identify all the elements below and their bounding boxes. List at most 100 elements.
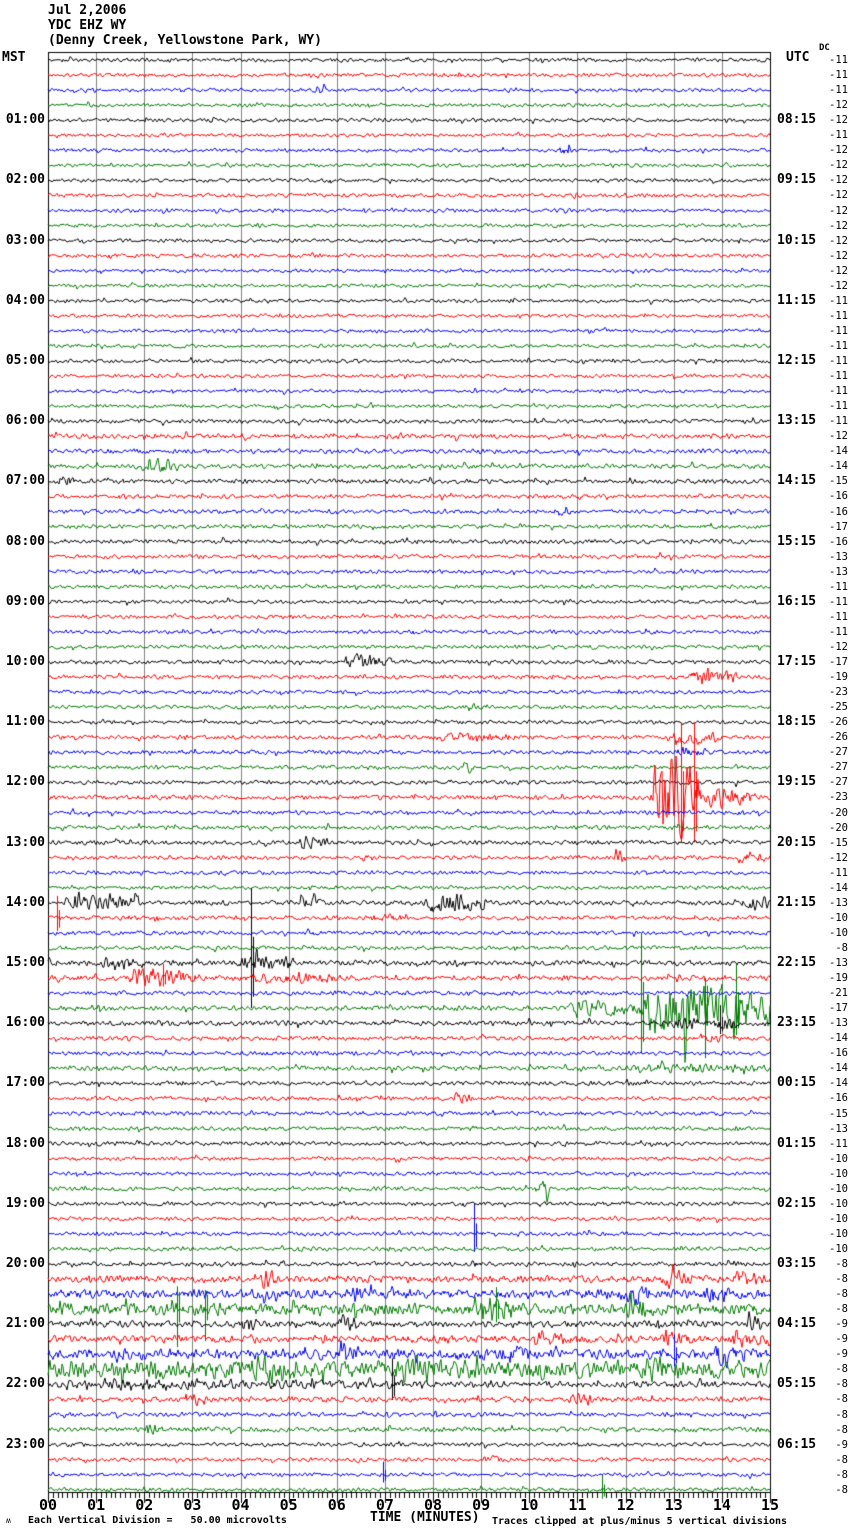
dc-offset-value: -11	[829, 580, 848, 593]
dc-offset-value: -19	[829, 972, 848, 985]
mst-hour-label: 16:00	[5, 1015, 45, 1031]
dc-offset-value: -11	[829, 129, 848, 142]
dc-column-header: DC	[819, 43, 830, 53]
mst-hour-label: 19:00	[5, 1195, 45, 1211]
mst-hour-label: 21:00	[5, 1316, 45, 1332]
dc-offset-value: -15	[829, 475, 848, 488]
utc-hour-label: 09:15	[777, 172, 817, 188]
dc-offset-value: -8	[835, 1483, 848, 1496]
dc-offset-value: -8	[835, 1363, 848, 1376]
dc-offset-value: -14	[829, 1062, 848, 1075]
x-axis-tick-label: 00	[38, 1496, 58, 1514]
x-axis-tick-label: 04	[231, 1496, 250, 1514]
dc-offset-value: -14	[829, 445, 848, 458]
dc-offset-value: -8	[835, 1453, 848, 1466]
x-axis-tick-label: 08	[424, 1496, 443, 1514]
footer-mark: ʍ	[6, 1516, 11, 1525]
x-axis-title: TIME (MINUTES)	[370, 1510, 480, 1525]
dc-offset-value: -11	[829, 309, 848, 322]
dc-offset-value: -8	[835, 1378, 848, 1391]
utc-hour-label: 04:15	[777, 1316, 817, 1332]
footer-division-note: Each Vertical Division = 50.00 microvolt…	[28, 1515, 287, 1526]
dc-offset-value: -12	[829, 99, 848, 112]
mst-hour-label: 14:00	[5, 894, 45, 910]
dc-offset-value: -9	[835, 1438, 848, 1451]
dc-offset-value: -13	[829, 550, 848, 563]
x-axis-tick-label: 03	[183, 1496, 202, 1514]
dc-offset-value: -8	[835, 1288, 848, 1301]
dc-offset-value: -14	[829, 460, 848, 473]
dc-offset-value: -16	[829, 1092, 848, 1105]
dc-offset-value: -11	[829, 54, 848, 66]
dc-offset-value: -8	[835, 1273, 848, 1286]
dc-offset-value: -8	[835, 1408, 848, 1421]
mst-hour-label: 11:00	[5, 714, 45, 730]
utc-hour-label: 18:15	[777, 714, 817, 730]
dc-offset-value: -11	[829, 866, 848, 879]
dc-offset-value: -12	[829, 189, 848, 202]
utc-hour-label: 23:15	[777, 1015, 817, 1031]
mst-hour-label: 06:00	[5, 413, 45, 429]
x-axis-tick-label: 11	[568, 1496, 587, 1514]
x-axis-tick-label: 15	[760, 1496, 780, 1514]
utc-hour-label: 17:15	[777, 654, 817, 669]
dc-offset-value: -12	[829, 264, 848, 277]
dc-offset-value: -11	[829, 385, 848, 398]
dc-offset-value: -12	[829, 159, 848, 172]
dc-offset-value: -16	[829, 505, 848, 518]
x-axis-tick-label: 05	[279, 1496, 298, 1514]
dc-offset-value: -23	[829, 791, 848, 804]
mst-hour-label: 10:00	[5, 654, 45, 669]
x-axis-tick-label: 02	[135, 1496, 154, 1514]
dc-offset-value: -20	[829, 806, 848, 819]
mst-hour-label: 15:00	[5, 955, 45, 970]
dc-offset-value: -26	[829, 731, 848, 744]
dc-offset-value: -27	[829, 746, 848, 759]
dc-offset-value: -11	[829, 294, 848, 307]
dc-offset-value: -12	[829, 851, 848, 864]
dc-offset-value: -12	[829, 219, 848, 232]
dc-offset-value: -10	[829, 1212, 848, 1225]
dc-offset-value: -17	[829, 656, 848, 668]
utc-hour-label: 13:15	[777, 413, 817, 429]
mst-hour-label: 05:00	[5, 353, 45, 368]
dc-offset-value: -9	[835, 1348, 848, 1361]
dc-offset-value: -10	[829, 926, 848, 939]
header-date: Jul 2,2006	[48, 3, 127, 18]
header-location: (Denny Creek, Yellowstone Park, WY)	[48, 33, 322, 48]
dc-offset-value: -10	[829, 1227, 848, 1240]
utc-hour-label: 20:15	[777, 834, 817, 850]
dc-offset-value: -8	[835, 941, 848, 954]
dc-offset-value: -8	[835, 1468, 848, 1481]
dc-offset-value: -11	[829, 625, 848, 638]
x-axis-tick-label: 14	[712, 1496, 731, 1514]
dc-offset-value: -12	[829, 640, 848, 653]
dc-offset-value: -10	[829, 1242, 848, 1255]
dc-offset-value: -17	[829, 520, 848, 533]
dc-offset-value: -13	[829, 1122, 848, 1135]
dc-offset-value: -11	[829, 355, 848, 367]
dc-offset-value: -13	[829, 957, 848, 969]
dc-offset-value: -11	[829, 1137, 848, 1150]
dc-offset-value: -10	[829, 1167, 848, 1180]
dc-offset-value: -17	[829, 1002, 848, 1015]
utc-hour-label: 00:15	[777, 1075, 817, 1091]
utc-hour-label: 08:15	[777, 112, 817, 128]
utc-hour-label: 03:15	[777, 1256, 817, 1271]
dc-offset-value: -14	[829, 1077, 848, 1090]
dc-offset-value: -11	[829, 610, 848, 623]
dc-offset-value: -12	[829, 144, 848, 157]
header-station: YDC EHZ WY	[48, 18, 127, 33]
dc-offset-value: -16	[829, 535, 848, 548]
x-axis-tick-label: 09	[472, 1496, 491, 1514]
mst-hour-label: 07:00	[5, 473, 45, 489]
dc-offset-value: -25	[829, 701, 848, 714]
dc-offset-value: -14	[829, 1032, 848, 1045]
dc-offset-value: -15	[829, 1107, 848, 1120]
dc-offset-value: -10	[829, 1197, 848, 1210]
mst-hour-label: 23:00	[5, 1436, 45, 1452]
x-axis-tick-label: 13	[664, 1496, 683, 1514]
dc-offset-value: -10	[829, 1182, 848, 1195]
mst-hour-label: 12:00	[5, 774, 45, 790]
